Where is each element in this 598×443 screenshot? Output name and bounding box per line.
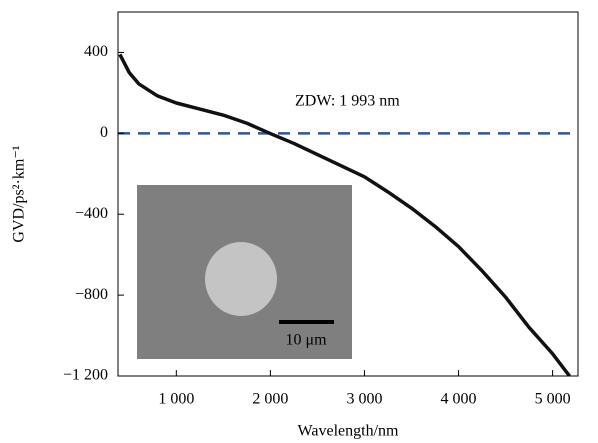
y-tick-label: −800 bbox=[75, 286, 108, 303]
x-axis-label: Wavelength/nm bbox=[298, 423, 399, 440]
x-tick-label: 2 000 bbox=[252, 391, 288, 408]
plot-frame bbox=[117, 11, 579, 377]
y-tick-label: −1 200 bbox=[63, 367, 108, 384]
scale-bar-label: 10 μm bbox=[285, 332, 327, 349]
fiber-core bbox=[205, 242, 277, 316]
y-tick-label: 400 bbox=[84, 43, 108, 60]
gvd-curve bbox=[118, 53, 571, 376]
y-axis-label: GVD/ps²·km⁻¹ bbox=[11, 145, 28, 242]
x-tick-label: 1 000 bbox=[158, 391, 194, 408]
y-tick-label: −400 bbox=[75, 205, 108, 222]
x-tick-label: 3 000 bbox=[346, 391, 382, 408]
annotation: ZDW: 1 993 nm bbox=[295, 93, 400, 110]
x-tick-label: 4 000 bbox=[441, 391, 477, 408]
inset: 10 μm bbox=[137, 185, 352, 359]
y-tick-label: 0 bbox=[100, 124, 108, 141]
plot-area bbox=[118, 53, 578, 376]
x-tick-label: 5 000 bbox=[535, 391, 571, 408]
